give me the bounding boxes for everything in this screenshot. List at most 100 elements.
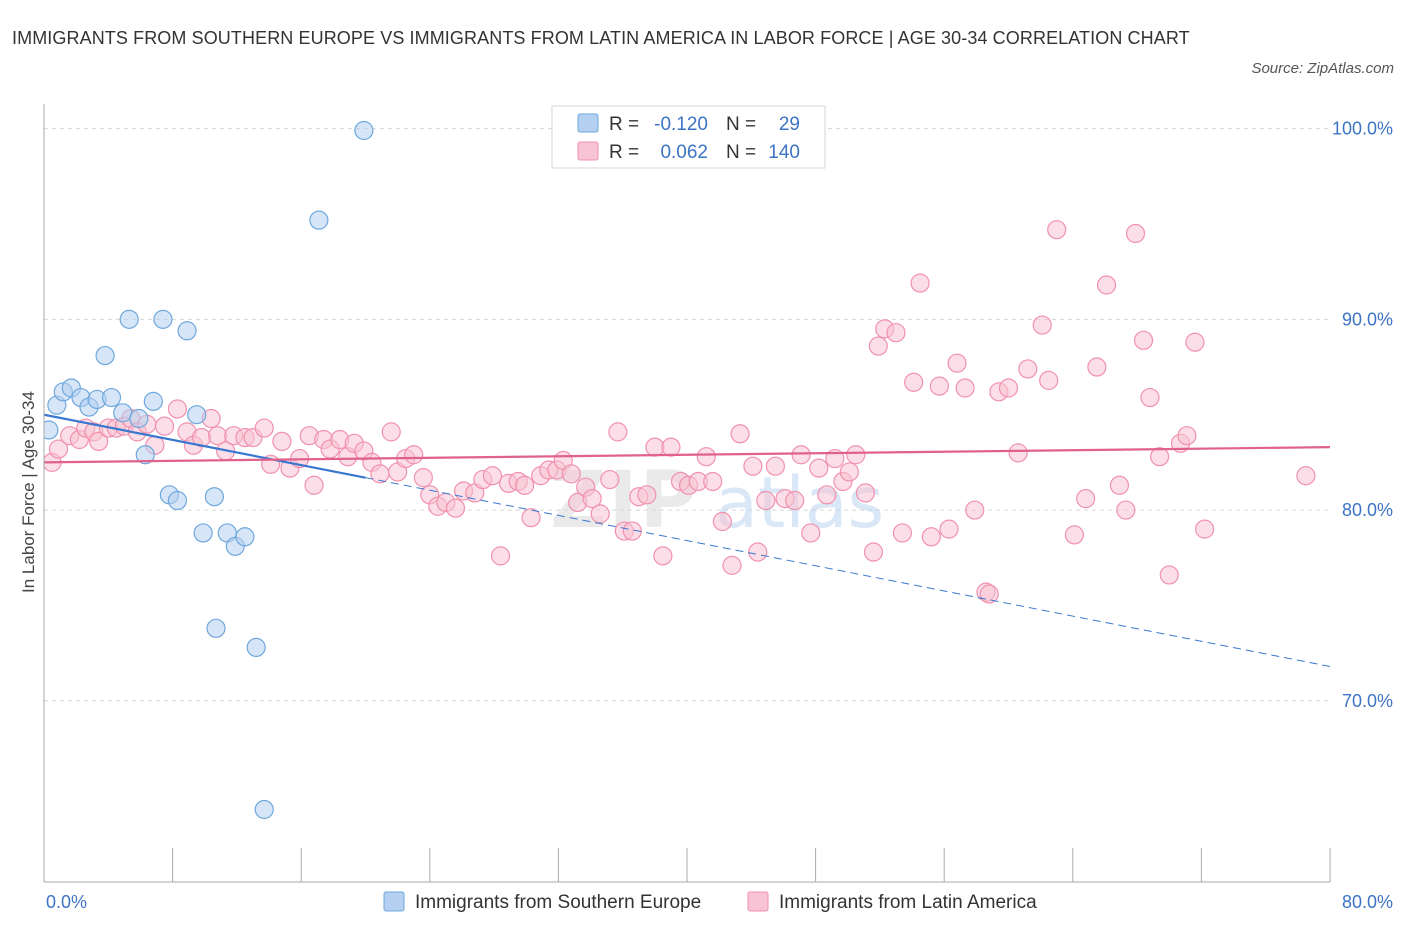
data-point	[521, 508, 541, 528]
grid-lines	[44, 128, 1330, 702]
data-point	[235, 527, 255, 547]
data-point	[892, 523, 913, 543]
data-point	[95, 345, 115, 366]
legend-swatch	[577, 141, 599, 161]
data-point	[101, 387, 122, 408]
data-point	[143, 391, 163, 411]
data-point	[445, 498, 466, 518]
data-point	[381, 422, 401, 442]
data-point	[119, 309, 139, 329]
data-point	[965, 500, 985, 520]
data-point	[637, 485, 657, 505]
data-points	[44, 120, 1316, 820]
data-point	[1008, 443, 1028, 463]
data-point	[482, 466, 503, 486]
data-point	[206, 618, 226, 638]
y-tick-label: 70.0%	[1342, 691, 1393, 711]
data-point	[153, 309, 173, 329]
data-point	[600, 469, 620, 490]
data-point	[167, 399, 188, 419]
data-point	[1195, 519, 1215, 539]
legend-swatch	[383, 891, 405, 912]
data-point	[154, 416, 175, 436]
legend-r-value: 0.062	[660, 142, 708, 163]
data-point	[177, 321, 197, 341]
data-point	[272, 431, 292, 452]
data-point	[1087, 357, 1107, 377]
legend-r-value: -0.120	[654, 114, 708, 135]
data-point	[868, 336, 888, 356]
data-point	[254, 418, 274, 438]
data-point	[955, 378, 975, 398]
legend-n-label: N =	[726, 142, 756, 163]
data-point	[743, 456, 763, 476]
data-point	[1018, 359, 1038, 379]
data-point	[1116, 500, 1136, 520]
data-point	[187, 405, 207, 425]
source-label: Source: ZipAtlas.com	[1251, 60, 1394, 77]
legend-series-name: Immigrants from Southern Europe	[415, 892, 701, 913]
data-point	[712, 511, 732, 532]
data-point	[1064, 525, 1085, 545]
data-point	[1125, 223, 1146, 244]
y-tick-label: 100.0%	[1332, 119, 1393, 139]
data-point	[756, 490, 776, 511]
data-point	[910, 273, 930, 293]
data-point	[809, 458, 829, 478]
data-point	[590, 504, 610, 524]
x-tick-labels: 0.0% 80.0%	[46, 892, 1393, 912]
data-point	[135, 445, 155, 465]
data-point	[167, 490, 188, 511]
data-point	[947, 353, 967, 373]
data-point	[1140, 387, 1160, 408]
y-tick-labels: 100.0% 90.0% 80.0% 70.0%	[1332, 119, 1393, 711]
data-point	[608, 422, 628, 442]
data-point	[1185, 332, 1205, 352]
data-point	[1133, 330, 1154, 350]
data-point	[653, 546, 673, 566]
data-point	[404, 445, 424, 465]
data-point	[1032, 315, 1052, 335]
legend-r-label: R =	[609, 114, 639, 135]
data-point	[1076, 489, 1096, 509]
data-point	[748, 542, 768, 562]
data-point	[846, 445, 866, 465]
data-point	[129, 408, 149, 429]
axes	[43, 104, 1331, 883]
data-point	[515, 475, 535, 495]
data-point	[246, 637, 266, 658]
data-point	[703, 471, 723, 492]
data-point	[904, 372, 924, 392]
y-axis-label: In Labor Force | Age 30-34	[19, 391, 38, 593]
data-point	[309, 210, 329, 230]
data-point	[661, 437, 681, 457]
data-point	[1096, 275, 1117, 295]
data-point	[855, 483, 876, 503]
chart-title: IMMIGRANTS FROM SOUTHERN EUROPE VS IMMIG…	[12, 28, 1190, 48]
data-point	[696, 447, 716, 467]
data-point	[1150, 447, 1170, 467]
data-point	[89, 431, 109, 452]
data-point	[254, 799, 274, 820]
data-point	[304, 475, 324, 495]
data-point	[561, 464, 581, 484]
data-point	[722, 555, 742, 575]
data-point	[979, 584, 999, 604]
trend-line	[44, 446, 1331, 464]
stats-legend: R = -0.120 N = 29 R = 0.062 N = 140	[551, 105, 826, 169]
legend-r-label: R =	[609, 142, 639, 163]
data-point	[801, 523, 821, 543]
legend-n-value: 140	[768, 142, 800, 163]
data-point	[998, 378, 1019, 398]
x-tick-label: 0.0%	[46, 892, 87, 912]
data-point	[929, 376, 949, 396]
trend-line-dashed	[365, 477, 1331, 667]
data-point	[791, 445, 811, 465]
data-point	[44, 420, 59, 440]
series-legend: Immigrants from Southern Europe Immigrant…	[383, 891, 1037, 913]
data-point	[1109, 475, 1130, 495]
data-point	[48, 439, 69, 459]
data-point	[1177, 426, 1197, 446]
data-point	[204, 487, 224, 507]
